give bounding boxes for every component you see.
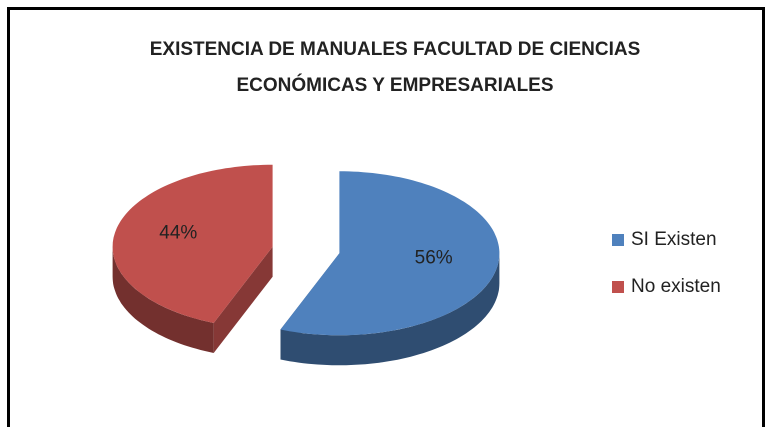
- legend-swatch: [612, 281, 624, 293]
- pie-slice-side: [112, 246, 214, 353]
- legend-label: SI Existen: [631, 229, 717, 250]
- data-label: 44%: [159, 223, 197, 244]
- pie-slice-wall: [213, 246, 273, 353]
- chart-title: EXISTENCIA DE MANUALES FACULTAD DE CIENC…: [149, 39, 641, 96]
- pie-slice-side: [280, 253, 500, 366]
- data-label: 56%: [415, 247, 453, 268]
- pie-slice: [280, 171, 500, 336]
- pie-slice: [112, 164, 273, 323]
- chart-frame: [7, 7, 765, 427]
- legend-label: No existen: [631, 276, 721, 297]
- legend-swatch: [612, 234, 624, 246]
